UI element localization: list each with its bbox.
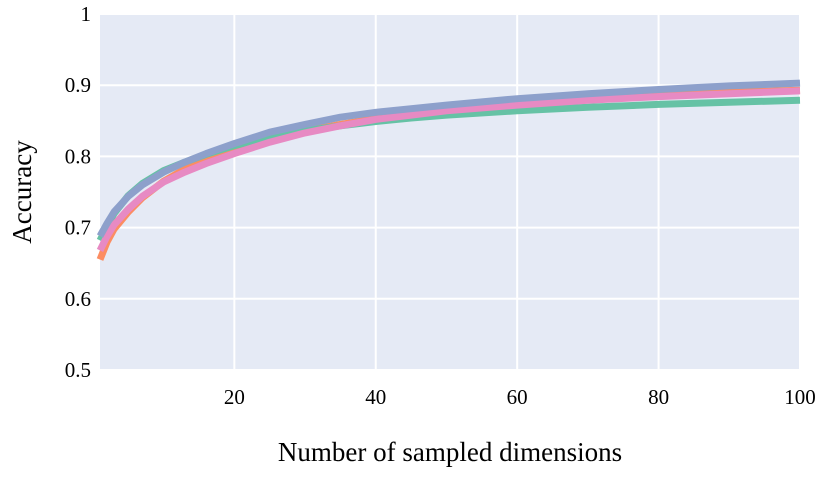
x-axis-ticks: 20 40 60 80 100 (224, 385, 816, 409)
x-tick-label: 20 (224, 385, 245, 409)
series-line-4 (96, 79, 801, 238)
y-tick-label: 0.7 (65, 216, 91, 240)
y-axis-title: Accuracy (7, 140, 37, 244)
y-tick-label: 1 (81, 2, 92, 26)
y-axis-ticks: 0.5 0.6 0.7 0.8 0.9 1 (65, 2, 91, 382)
y-tick-label: 0.9 (65, 73, 91, 97)
x-tick-label: 40 (365, 385, 386, 409)
x-axis-title: Number of sampled dimensions (278, 437, 622, 467)
y-tick-label: 0.6 (65, 287, 91, 311)
y-tick-label: 0.8 (65, 144, 91, 168)
x-tick-label: 80 (648, 385, 669, 409)
series-lines (96, 79, 801, 261)
series-line-3 (96, 87, 801, 252)
x-tick-label: 60 (507, 385, 528, 409)
x-tick-label: 100 (784, 385, 816, 409)
plot-background (100, 14, 800, 370)
y-tick-label: 0.5 (65, 358, 91, 382)
